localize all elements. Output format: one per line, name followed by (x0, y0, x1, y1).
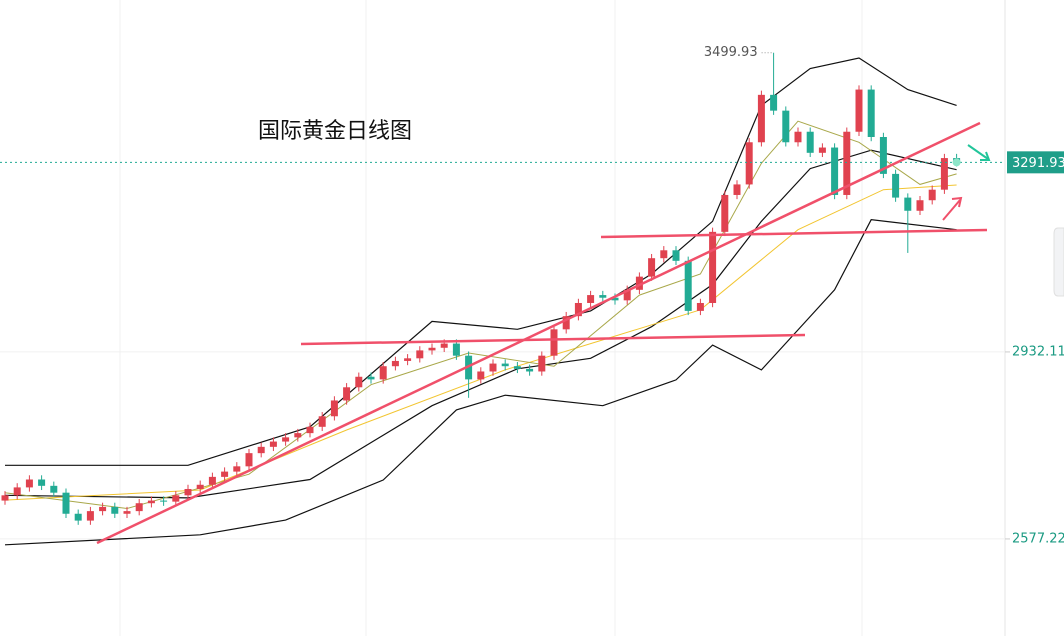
candle-body (477, 371, 485, 380)
candle-body (587, 295, 595, 303)
last-price-label: 3291.93 (1012, 156, 1064, 171)
candle-body (623, 289, 631, 301)
candle-body (904, 197, 912, 211)
candle-body (38, 479, 46, 486)
candle-body (574, 302, 582, 317)
candle-body (367, 376, 375, 380)
y-tick-label: 2577.22 (1012, 531, 1064, 546)
candle-body (99, 506, 107, 512)
candle-body (355, 376, 363, 388)
candle-body (599, 295, 607, 298)
candle-body (440, 343, 448, 348)
candle-body (648, 258, 656, 277)
candle-body (794, 131, 802, 143)
candle-body (111, 506, 119, 514)
candle-body (245, 453, 253, 467)
side-tab[interactable] (1053, 227, 1064, 297)
candle-body (123, 511, 131, 514)
candle-body (330, 400, 338, 417)
candle-body (696, 302, 704, 311)
overlay-line (4, 219, 957, 546)
candle-body (343, 387, 351, 401)
candle-body (538, 355, 546, 372)
candle-body (13, 487, 21, 496)
candle-body (818, 147, 826, 153)
candle-body (892, 173, 900, 198)
support-line (600, 228, 988, 239)
candle-body (684, 260, 692, 311)
candle-body (550, 329, 558, 356)
last-price-dot (952, 158, 961, 167)
candle-body (306, 426, 314, 434)
candle-body (721, 194, 729, 232)
candle-body (74, 513, 82, 521)
candle-body (172, 495, 180, 502)
chart-title: 国际黄金日线图 (258, 119, 412, 144)
candle-body (233, 466, 241, 472)
candle-body (428, 347, 436, 351)
overlay-line (4, 149, 957, 499)
candle-body (147, 500, 155, 504)
candle-body (452, 343, 460, 356)
candle-body (282, 437, 290, 442)
candle-body (416, 350, 424, 359)
candle-body (831, 147, 839, 195)
time-grid (119, 0, 863, 636)
candle-body (928, 189, 936, 201)
candle-body (208, 476, 216, 485)
candle-body (916, 200, 924, 211)
candle-body (611, 297, 619, 301)
drawings (96, 121, 991, 545)
candle-body (160, 500, 168, 502)
support-line (300, 333, 806, 346)
candle-body (25, 479, 33, 488)
candle-body (489, 363, 497, 372)
candle-body (184, 488, 192, 496)
candle-body (379, 366, 387, 380)
candle-body (782, 110, 790, 143)
candle-body (404, 358, 412, 361)
y-tick-label: 2932.11 (1012, 344, 1064, 359)
candle-body (940, 158, 948, 190)
candle-body (294, 433, 302, 438)
arrow-down (967, 144, 991, 161)
candle-body (709, 231, 717, 303)
candle-body (635, 276, 643, 290)
candle-body (196, 484, 204, 489)
arrow-up (942, 196, 963, 221)
candle-body (269, 441, 277, 447)
candle-body (50, 485, 58, 493)
candle-body (86, 511, 94, 521)
trend-line (96, 121, 981, 545)
candle-body (879, 137, 887, 174)
candle-body (513, 366, 521, 369)
plot: 2577.22 2932.11 3499.93 3291.93 (0, 45, 1064, 546)
overlay-line (4, 120, 957, 510)
candle-body (135, 503, 143, 512)
candle-body (1, 495, 9, 501)
candle-body (745, 142, 753, 185)
candle-body (855, 89, 863, 132)
high-label: 3499.93 (704, 45, 758, 60)
candle-body (62, 492, 70, 514)
candle-body (318, 416, 326, 427)
candle-body (221, 471, 229, 477)
candle-body (391, 360, 399, 367)
candle-body (257, 446, 265, 454)
candle-body (806, 131, 814, 153)
candle-body (770, 94, 778, 111)
candle-body (562, 316, 570, 330)
candle-body (526, 368, 534, 372)
candle-body (660, 250, 668, 259)
candle-body (867, 89, 875, 138)
candle-body (843, 131, 851, 195)
candle-body (501, 363, 509, 367)
candle-body (757, 94, 765, 143)
candle-body (733, 184, 741, 195)
last-price-box (1007, 151, 1064, 174)
overlay-line (5, 57, 957, 466)
candle-body (672, 250, 680, 261)
